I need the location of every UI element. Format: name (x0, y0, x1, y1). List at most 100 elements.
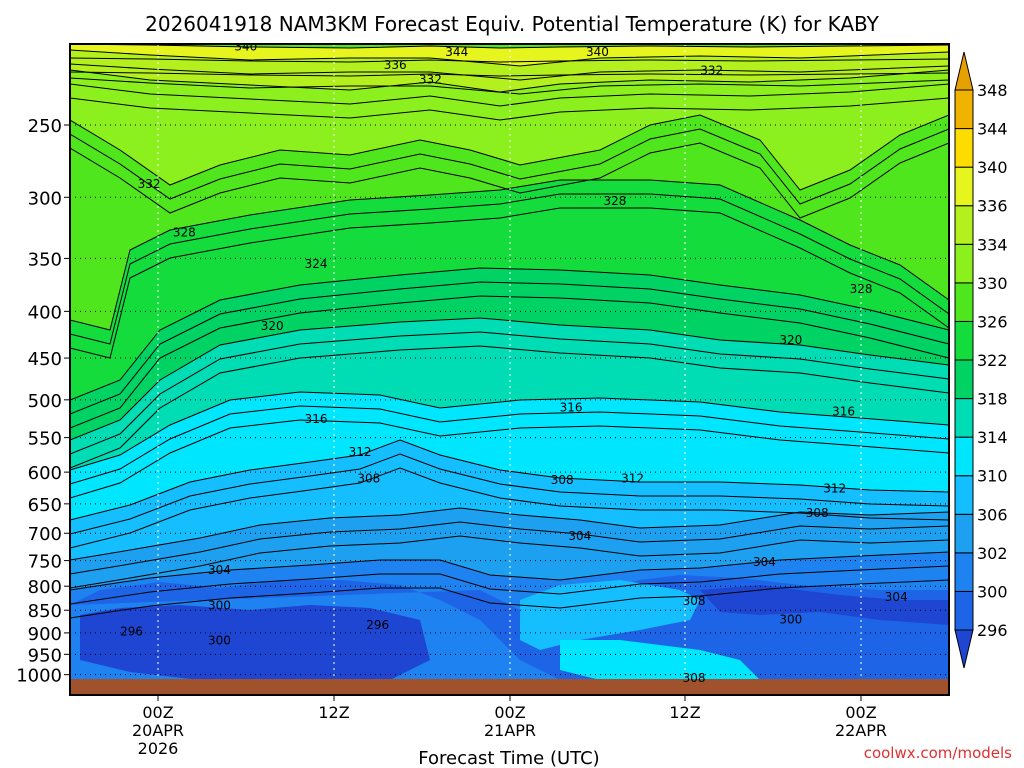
colorbar-label: 348 (977, 81, 1008, 100)
contour-line (70, 114, 949, 191)
contour-label: 300 (208, 633, 231, 647)
colorbar-label: 310 (977, 467, 1008, 486)
contour-line (70, 419, 949, 499)
contour-label: 316 (832, 405, 855, 419)
x-tick-label: 21APR (484, 721, 536, 740)
colorbar-segment (954, 243, 974, 284)
colorbar-label: 330 (977, 274, 1008, 293)
y-tick-label: 750 (28, 552, 62, 573)
contour-label: 328 (604, 194, 627, 208)
contour-label: 308 (683, 671, 706, 685)
y-tick-label: 800 (28, 577, 62, 598)
x-tick-label: 2026 (138, 739, 179, 758)
colorbar-label: 340 (977, 158, 1008, 177)
contour-line (70, 207, 949, 359)
colorbar-label: 314 (977, 428, 1008, 447)
y-tick-label: 500 (28, 391, 62, 412)
y-axis: 2503003504004505005506006507007508008509… (16, 116, 70, 687)
contour-label: 316 (560, 401, 583, 415)
contour-label: 312 (349, 445, 372, 459)
colorbar-segment (954, 128, 974, 168)
colorbar-segment (954, 398, 974, 438)
contour-line (70, 551, 949, 591)
colorbar-label: 334 (977, 235, 1008, 254)
y-tick-label: 950 (28, 645, 62, 666)
contour-line (70, 57, 949, 63)
plot-area: 340 344 340 336 332 332 332 328 328 324 328 320 320 3… (70, 39, 949, 695)
contour-label: 328 (850, 282, 873, 296)
colorbar-segment (954, 205, 974, 245)
y-tick-label: 550 (28, 429, 62, 450)
colorbar-arrow-high (954, 51, 974, 91)
colorbar-label: 318 (977, 390, 1008, 409)
colorbar-label: 296 (977, 621, 1008, 640)
contour-label: 308 (806, 506, 829, 520)
contour-line (70, 77, 949, 95)
theta-e-band (560, 640, 760, 680)
contour-labels: 340 344 340 336 332 332 332 328 328 324 328 320 320 3… (120, 39, 908, 685)
colorbar-arrow-low (954, 629, 974, 669)
contour-label: 312 (823, 481, 846, 495)
contour-label: 304 (885, 590, 908, 604)
contour-line (70, 521, 949, 575)
contour-label: 312 (621, 472, 644, 486)
credit-text: coolwx.com/models (864, 744, 1012, 762)
y-tick-label: 250 (28, 116, 62, 137)
contour-line (70, 71, 949, 77)
colorbar-segment (954, 359, 974, 400)
x-tick-label: 22APR (835, 721, 887, 740)
colorbar-segment (954, 475, 974, 515)
contour-label: 304 (208, 563, 231, 577)
colorbar-segment (954, 166, 974, 207)
colorbar-segment (954, 513, 974, 554)
contour-label: 296 (120, 625, 143, 639)
colorbar-label: 306 (977, 505, 1008, 524)
contour-line (70, 83, 949, 107)
contour-line (70, 97, 949, 121)
contour-line (70, 405, 949, 485)
x-tick-label: 00Z (142, 703, 173, 722)
contour-line (70, 49, 949, 67)
colorbar-label: 336 (977, 197, 1008, 216)
contour-label: 344 (445, 45, 468, 59)
contour-label: 332 (138, 177, 161, 191)
colorbar-segment (954, 89, 974, 130)
chart-title: 2026041918 NAM3KM Forecast Equiv. Potent… (145, 12, 880, 36)
contour-line (70, 331, 949, 455)
x-tick-label: 12Z (669, 703, 700, 722)
colorbar-segment (954, 282, 974, 322)
contour-label: 316 (305, 412, 328, 426)
contour-line (70, 69, 949, 93)
contour-label: 320 (261, 319, 284, 333)
contour-label: 300 (208, 599, 231, 613)
contour-label: 304 (753, 555, 776, 569)
contour-line (70, 193, 949, 345)
colorbar-label: 344 (977, 120, 1008, 139)
contour-line (70, 128, 949, 205)
gridlines (70, 44, 949, 695)
y-tick-label: 600 (28, 463, 62, 484)
colorbar: 296 300 302 306 310 314 318 322 326 330 334 336 340 3… (954, 51, 1008, 669)
colorbar-label: 302 (977, 544, 1008, 563)
y-tick-label: 900 (28, 624, 62, 645)
contour-label: 340 (234, 39, 257, 53)
contour-line (70, 391, 949, 471)
contour-line (70, 63, 949, 81)
theta-e-band (80, 605, 430, 682)
colorbar-segment (954, 552, 974, 592)
contour-line (70, 44, 949, 49)
contour-line (70, 453, 949, 535)
contour-label: 324 (305, 257, 328, 271)
colorbar-label: 326 (977, 312, 1008, 331)
contour-label: 328 (173, 226, 196, 240)
x-axis-label: Forecast Time (UTC) (418, 748, 599, 768)
theta-e-band (700, 585, 949, 625)
contour-line (70, 267, 949, 401)
contour-line (70, 507, 949, 561)
contour-label: 300 (779, 612, 802, 626)
y-tick-label: 1000 (16, 666, 62, 687)
theta-e-bands (70, 44, 949, 695)
contour-line (70, 439, 949, 521)
contour-label: 308 (683, 594, 706, 608)
colorbar-segment (954, 320, 974, 361)
